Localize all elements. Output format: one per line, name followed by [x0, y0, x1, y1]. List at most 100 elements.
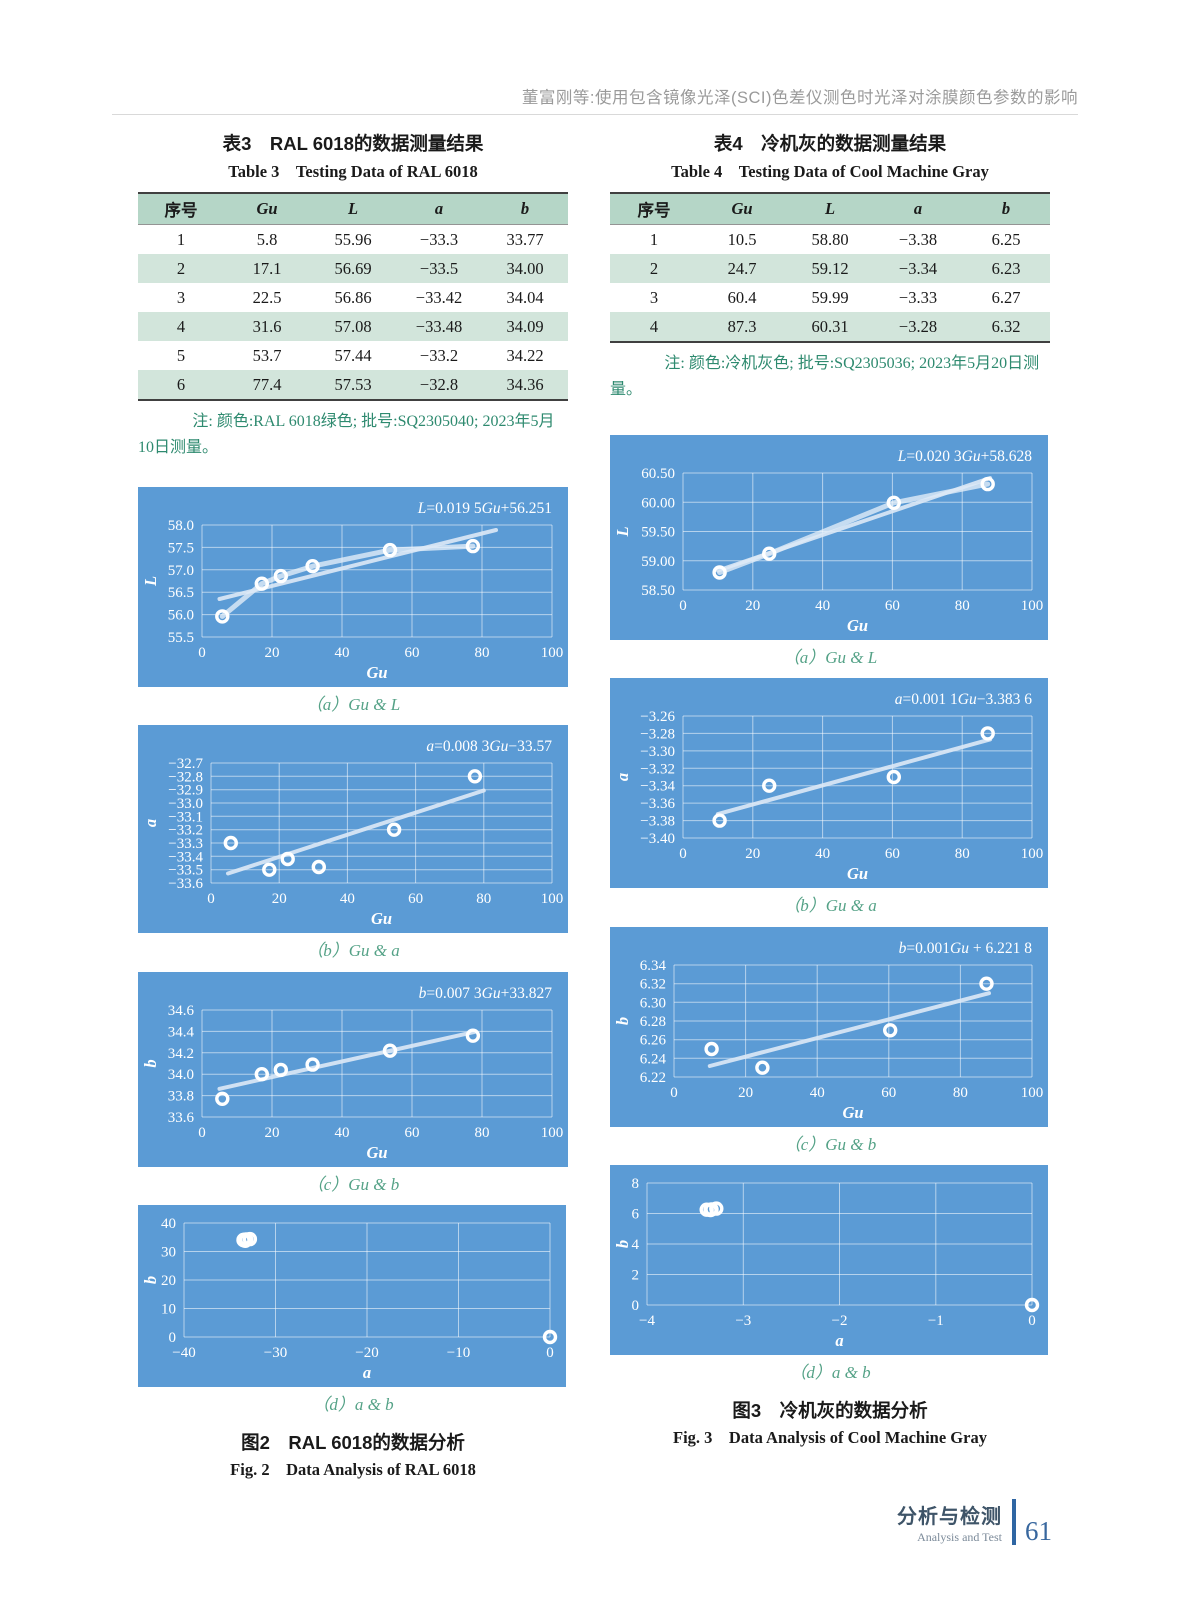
data-point: [215, 1091, 230, 1106]
table-cell: −32.8: [396, 370, 482, 400]
caption-fig3a: （a）Gu & L: [782, 647, 878, 667]
svg-text:−3.28: −3.28: [640, 727, 675, 743]
svg-text:80: 80: [475, 1125, 490, 1141]
svg-text:60: 60: [408, 891, 423, 907]
x-axis-label: Gu: [371, 909, 392, 928]
x-tick-labels: 0 20 40 60 80 100: [670, 1085, 1043, 1101]
table-cell: 6.27: [991, 287, 1021, 307]
svg-text:60: 60: [885, 846, 900, 862]
svg-text:6.22: 6.22: [640, 1070, 666, 1086]
table-cell: −3.28: [874, 312, 962, 342]
data-point: [254, 1066, 270, 1081]
svg-text:0: 0: [670, 1085, 678, 1101]
fig2c-svg: 33.6 33.8 34.0 34.2 34.4 34.6 0 20 40 60 80 100 b Gu b…: [138, 971, 568, 1167]
svg-text:−33.6: −33.6: [168, 876, 203, 892]
data-points: [699, 1201, 1040, 1313]
svg-text:57.5: 57.5: [168, 540, 194, 556]
table-cell: 1: [649, 229, 659, 249]
y-axis-label: b: [613, 1240, 632, 1248]
svg-text:20: 20: [745, 598, 760, 614]
y-axis-label: b: [141, 1059, 160, 1067]
svg-text:6.32: 6.32: [640, 976, 666, 992]
svg-text:−33.3: −33.3: [168, 836, 203, 852]
data-point: [886, 495, 901, 510]
gridlines: [646, 1182, 1033, 1306]
data-point: [1024, 1297, 1040, 1313]
data-point: [761, 778, 777, 794]
footer-divider: [1012, 1499, 1016, 1545]
chart-fig2c: 33.6 33.8 34.0 34.2 34.4 34.6 0 20 40 60 80 100 b Gu b…: [138, 971, 568, 1167]
svg-text:59.00: 59.00: [641, 554, 675, 570]
y-tick-labels: 33.6 33.8 34.0 34.2 34.4 34.6: [168, 1003, 195, 1126]
x-tick-labels: −4 −3 −2 −1 0: [639, 1313, 1036, 1329]
table-cell: 60.31: [786, 312, 874, 342]
footer-section-cn: 分析与检测: [897, 1505, 1002, 1528]
table-cell: −33.3: [419, 229, 459, 249]
table-cell: 56.86: [334, 287, 372, 307]
data-point: [262, 862, 277, 878]
x-tick-labels: −40 −30 −20 −10 0: [172, 1345, 553, 1361]
y-tick-labels: −33.6−33.5−33.4−33.3−33.2−33.1−33.0−32.9…: [168, 756, 203, 892]
table3-note: 注: 颜色:RAL 6018绿色; 批号:SQ2305040; 2023年5月1…: [138, 413, 555, 456]
chart-fig3a: 58.50 59.00 59.50 60.00 60.50 0 20 40 60 80 100 L Gu…: [610, 434, 1050, 640]
left-column: 表3 RAL 6018的数据测量结果 Table 3 Testing Data …: [138, 126, 568, 1480]
gridlines: [210, 762, 553, 884]
trendline-equation: b=0.007 3Gu+33.827: [419, 985, 553, 1002]
data-point: [273, 568, 289, 584]
data-point: [465, 1028, 481, 1043]
column-header: Gu: [224, 193, 310, 225]
fig2-caption-cn: 图2 RAL 6018的数据分析: [241, 1432, 465, 1454]
x-axis-label: Gu: [366, 663, 387, 682]
data-point: [305, 558, 320, 574]
svg-text:0: 0: [546, 1345, 554, 1361]
data-points: [223, 769, 483, 878]
data-point: [382, 542, 398, 558]
trend-line: [707, 990, 991, 1068]
y-tick-labels: 0 2 4 6 8: [632, 1176, 640, 1314]
chart-fig2b: −33.6 −33.5 −33.4 −33.3 −33.2 −33.1 −33.0 −32.9…: [138, 725, 568, 934]
svg-text:−3.30: −3.30: [640, 744, 675, 760]
svg-text:8: 8: [632, 1176, 640, 1192]
svg-text:20: 20: [161, 1273, 176, 1289]
table-cell: 53.7: [252, 345, 282, 365]
svg-text:58.50: 58.50: [641, 583, 675, 599]
chart-fig2d: 0 10 20 30 40 −40 −30 −20 −10 0 b a: [138, 1204, 568, 1387]
svg-text:0: 0: [198, 1125, 206, 1141]
data-point: [382, 1043, 398, 1058]
svg-text:100: 100: [541, 891, 564, 907]
trendline-equation: L=0.019 5Gu+56.251: [417, 500, 552, 517]
svg-text:30: 30: [161, 1244, 176, 1260]
svg-text:6: 6: [632, 1206, 640, 1222]
svg-text:−33.0: −33.0: [168, 796, 203, 812]
table-row: 5 53.7 57.44 −33.2 34.22: [138, 341, 568, 370]
column-header: L: [310, 193, 396, 225]
svg-text:6.26: 6.26: [640, 1032, 667, 1048]
chart-fig3b: −3.40 −3.38 −3.36 −3.34 −3.32 −3.30 −3.28 −3.26…: [610, 678, 1050, 889]
chart-background: [138, 1204, 566, 1387]
svg-text:80: 80: [953, 1085, 968, 1101]
table-cell: 1: [176, 229, 186, 249]
table4-title-cn: 表4 冷机灰的数据测量结果: [713, 133, 947, 154]
data-point: [311, 860, 327, 875]
table-cell: 5.8: [256, 229, 278, 249]
fig3-caption-en: Fig. 3 Data Analysis of Cool Machine Gra…: [673, 1428, 987, 1448]
table-cell: −33.5: [396, 254, 482, 283]
svg-text:55.5: 55.5: [168, 630, 194, 646]
svg-text:40: 40: [161, 1216, 176, 1232]
svg-text:−3.34: −3.34: [640, 779, 675, 795]
svg-text:59.50: 59.50: [641, 524, 675, 540]
data-point: [980, 476, 995, 492]
svg-text:−30: −30: [264, 1345, 287, 1361]
table-row: 1 5.8 55.96 −33.3 33.77: [138, 225, 568, 255]
data-point: [712, 813, 727, 829]
svg-text:56.0: 56.0: [168, 607, 194, 623]
table-cell: 57.44: [334, 345, 372, 365]
svg-text:60.00: 60.00: [641, 495, 675, 511]
caption-fig3c: （c）Gu & b: [783, 1134, 877, 1154]
table-cell: 34.22: [506, 345, 544, 365]
svg-text:0: 0: [632, 1298, 640, 1314]
table-cell: 22.5: [252, 287, 282, 307]
caption-fig3b: （b）Gu & a: [783, 896, 877, 916]
column-header: 序号: [138, 193, 224, 225]
